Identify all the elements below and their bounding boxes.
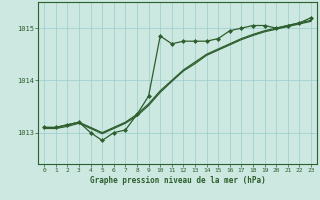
X-axis label: Graphe pression niveau de la mer (hPa): Graphe pression niveau de la mer (hPa) (90, 176, 266, 185)
